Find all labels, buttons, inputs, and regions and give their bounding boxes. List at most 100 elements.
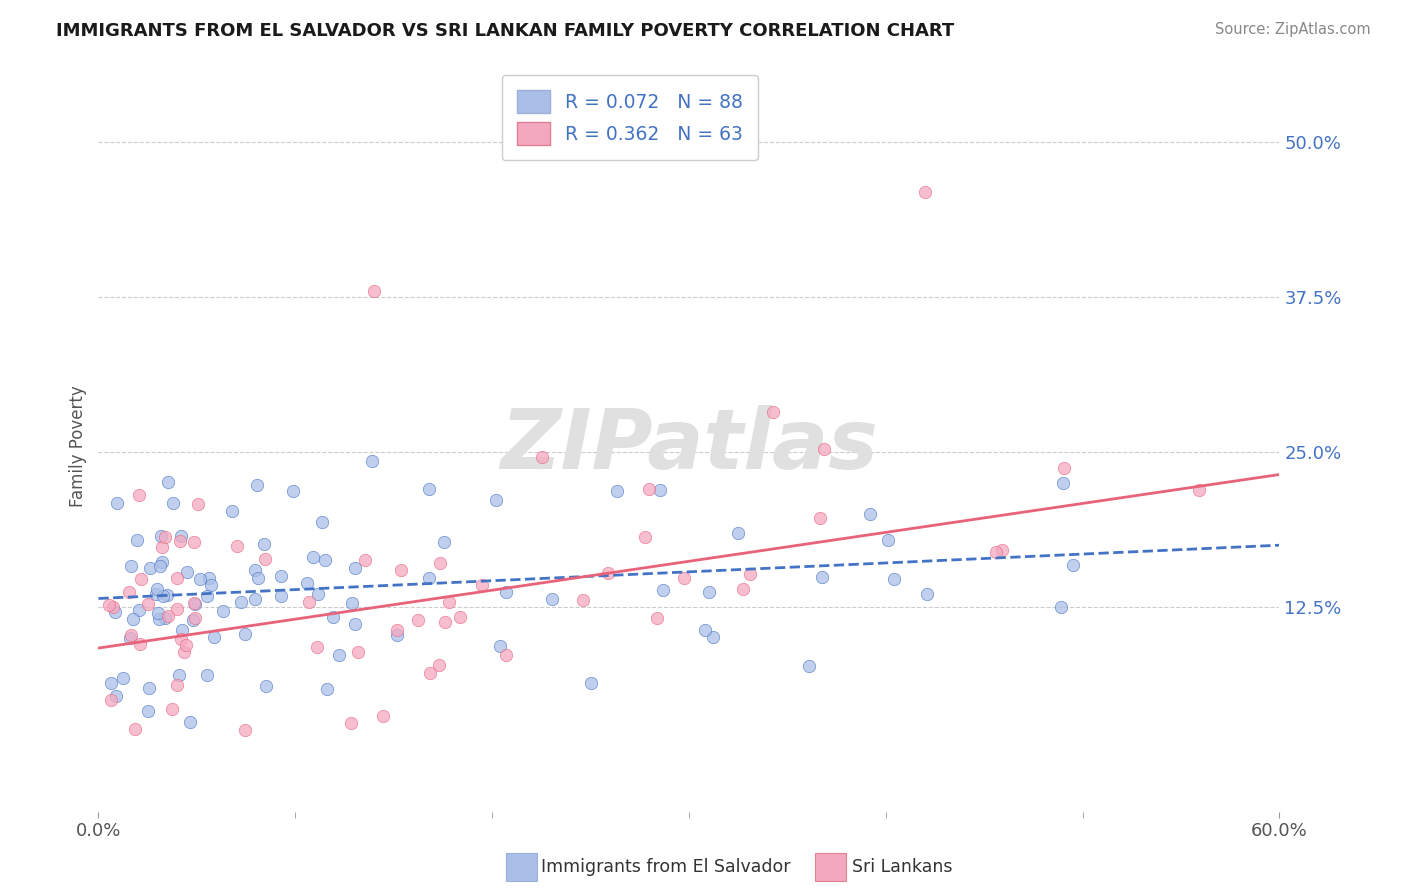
- Point: [120, 627, 142, 641]
- Point: [673, 571, 696, 585]
- Point: [1050, 599, 1073, 614]
- Point: [138, 681, 160, 696]
- Point: [188, 572, 211, 586]
- Point: [307, 640, 329, 654]
- Point: [495, 585, 517, 599]
- Point: [406, 613, 429, 627]
- Point: [105, 496, 128, 510]
- Point: [495, 648, 517, 662]
- Point: [434, 615, 457, 630]
- Point: [488, 639, 510, 653]
- Point: [579, 675, 602, 690]
- Point: [254, 551, 277, 566]
- Point: [105, 689, 128, 703]
- Point: [1188, 483, 1211, 498]
- Point: [148, 612, 170, 626]
- Text: ZIPatlas: ZIPatlas: [501, 406, 877, 486]
- Point: [531, 450, 554, 464]
- Point: [316, 681, 339, 696]
- Point: [389, 563, 412, 577]
- Point: [128, 603, 150, 617]
- Point: [298, 595, 321, 609]
- Point: [322, 610, 344, 624]
- Point: [301, 550, 323, 565]
- Point: [170, 529, 193, 543]
- Point: [183, 596, 205, 610]
- Point: [98, 598, 121, 612]
- Point: [648, 483, 671, 497]
- Point: [360, 454, 382, 468]
- Point: [1052, 475, 1074, 490]
- Point: [166, 602, 188, 616]
- Point: [166, 678, 188, 692]
- Point: [120, 632, 142, 646]
- Point: [740, 567, 762, 582]
- Point: [598, 566, 620, 581]
- Point: [915, 587, 938, 601]
- Point: [270, 569, 292, 583]
- Point: [762, 404, 785, 418]
- Point: [104, 605, 127, 619]
- Point: [200, 578, 222, 592]
- Point: [129, 637, 152, 651]
- Point: [340, 596, 363, 610]
- Point: [187, 497, 209, 511]
- Point: [281, 484, 304, 499]
- Point: [100, 693, 122, 707]
- Point: [813, 442, 835, 457]
- Point: [169, 533, 191, 548]
- Point: [605, 484, 627, 499]
- Text: Source: ZipAtlas.com: Source: ZipAtlas.com: [1215, 22, 1371, 37]
- Point: [371, 709, 394, 723]
- Point: [195, 589, 218, 603]
- Point: [485, 493, 508, 508]
- Point: [811, 569, 834, 583]
- Point: [127, 533, 149, 547]
- Point: [155, 588, 177, 602]
- Point: [693, 623, 716, 637]
- Point: [181, 613, 204, 627]
- Point: [150, 540, 173, 554]
- Point: [128, 488, 150, 502]
- Point: [184, 597, 207, 611]
- Point: [347, 645, 370, 659]
- Point: [246, 477, 269, 491]
- Point: [419, 666, 441, 681]
- Point: [859, 507, 882, 521]
- Text: IMMIGRANTS FROM EL SALVADOR VS SRI LANKAN FAMILY POVERTY CORRELATION CHART: IMMIGRANTS FROM EL SALVADOR VS SRI LANKA…: [56, 22, 955, 40]
- Point: [176, 565, 198, 579]
- Point: [166, 571, 188, 585]
- Point: [572, 592, 595, 607]
- Point: [991, 543, 1014, 558]
- Point: [418, 482, 440, 496]
- Point: [354, 553, 377, 567]
- Point: [984, 545, 1007, 559]
- Point: [152, 589, 174, 603]
- Point: [150, 529, 173, 543]
- Point: [195, 667, 218, 681]
- Point: [253, 537, 276, 551]
- Point: [254, 679, 277, 693]
- Point: [233, 723, 256, 737]
- Point: [541, 592, 564, 607]
- Point: [343, 561, 366, 575]
- Point: [136, 705, 159, 719]
- Point: [226, 540, 249, 554]
- Point: [146, 582, 169, 596]
- Point: [120, 559, 142, 574]
- Point: [138, 598, 160, 612]
- Point: [162, 496, 184, 510]
- Point: [156, 475, 179, 490]
- Point: [328, 648, 350, 662]
- Point: [638, 483, 661, 497]
- Point: [138, 561, 160, 575]
- Point: [429, 556, 451, 570]
- Point: [297, 576, 319, 591]
- Point: [111, 671, 134, 685]
- Point: [437, 595, 460, 609]
- Point: [914, 185, 936, 199]
- Point: [270, 589, 292, 603]
- Point: [427, 658, 450, 673]
- Point: [311, 515, 333, 529]
- Point: [808, 510, 831, 524]
